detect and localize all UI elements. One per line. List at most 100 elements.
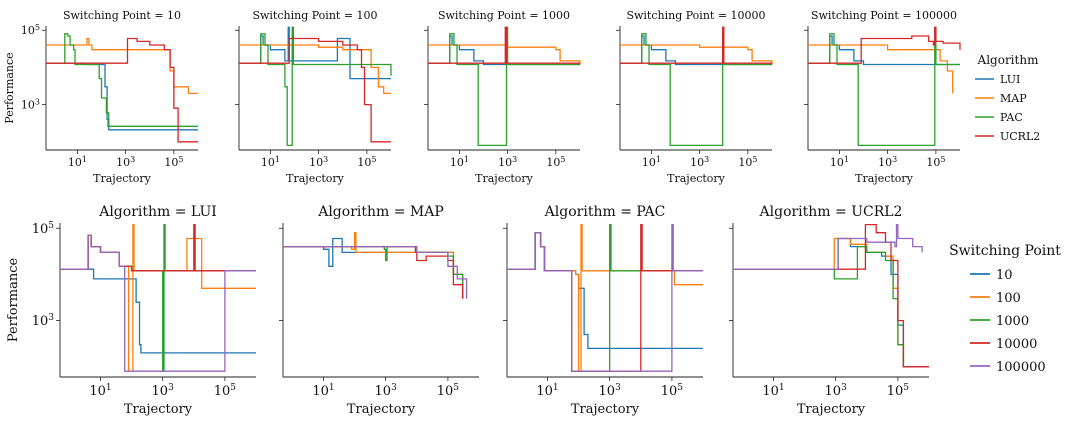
x-axis-label: Trajectory <box>855 172 914 185</box>
tick-label: 101 <box>830 155 849 170</box>
legend-item: 10 <box>970 268 1013 283</box>
tick-label: 103 <box>152 383 175 399</box>
panel-title: Algorithm = UCRL2 <box>759 204 903 220</box>
x-axis-label: Trajectory <box>93 172 152 185</box>
legend-algorithm-title: Algorithm <box>977 53 1040 67</box>
legend-label: 100000 <box>996 360 1046 375</box>
legend-item: 1000 <box>970 314 1029 329</box>
series-line <box>283 232 464 299</box>
series-line <box>60 223 256 372</box>
legend-switching-point-title: Switching Point <box>949 243 1061 259</box>
chart-panel: Algorithm = LUI 101 103 105 103 105 Trajectory… <box>6 204 256 417</box>
panel-title: Switching Point = 1000 <box>438 9 570 22</box>
tick-label: 105 <box>926 155 945 170</box>
tick-label: 103 <box>878 155 897 170</box>
panel-title: Switching Point = 10000 <box>626 9 765 22</box>
series-line <box>60 223 256 372</box>
tick-label: 103 <box>32 313 55 329</box>
tick-label: 103 <box>599 383 622 399</box>
series-line <box>239 26 392 147</box>
series-line <box>733 237 905 367</box>
series-line <box>60 268 256 354</box>
x-axis-label: Trajectory <box>667 172 726 185</box>
series-line <box>733 223 923 270</box>
panel-title: Algorithm = MAP <box>317 204 444 220</box>
series-line <box>283 237 464 299</box>
chart-panel: Switching Point = 10 101 103 105 103 105 Traje… <box>3 9 198 185</box>
panel-title: Algorithm = PAC <box>544 204 666 220</box>
x-axis-label: Trajectory <box>475 172 534 185</box>
x-axis-label: Trajectory <box>124 402 193 417</box>
legend-item: PAC <box>975 111 1023 124</box>
tick-label: 105 <box>546 155 565 170</box>
tick-label: 105 <box>887 383 910 399</box>
series-line <box>46 37 198 143</box>
legend-label: 10 <box>996 268 1013 283</box>
panel-title: Switching Point = 10 <box>63 9 181 22</box>
tick-label: 101 <box>536 383 558 399</box>
series-line <box>46 33 198 127</box>
legend-item: LUI <box>975 73 1020 86</box>
legend-label: UCRL2 <box>1000 130 1040 143</box>
legend-switching-point: Switching Point 10 100 1000 10000 100000 <box>949 243 1061 375</box>
chart-panel: Switching Point = 1000 101 103 105 Trajector… <box>424 9 581 185</box>
x-axis-label: Trajectory <box>797 402 866 417</box>
series-line <box>239 26 391 80</box>
series-line <box>428 44 581 65</box>
x-axis-label: Trajectory <box>571 402 640 417</box>
panel-title: Switching Point = 100000 <box>811 9 957 22</box>
legend-item: 10000 <box>970 337 1037 352</box>
legend-item: 100000 <box>970 360 1046 375</box>
panel-title: Switching Point = 100 <box>252 9 377 22</box>
chart-panel: Switching Point = 100000 101 103 105 Traject… <box>804 9 961 185</box>
tick-label: 101 <box>312 383 334 399</box>
series-line <box>428 26 580 64</box>
series-line <box>733 245 905 367</box>
series-line <box>283 245 468 299</box>
y-axis-label: Performance <box>3 52 16 123</box>
tick-label: 103 <box>375 383 398 399</box>
series-line <box>620 26 772 64</box>
series-line <box>283 245 464 299</box>
tick-label: 101 <box>642 155 661 170</box>
tick-label: 103 <box>21 97 40 112</box>
legend-item: UCRL2 <box>975 130 1040 143</box>
tick-label: 103 <box>116 155 135 170</box>
tick-label: 105 <box>661 383 684 399</box>
tick-label: 101 <box>68 155 87 170</box>
panel-title: Algorithm = LUI <box>98 204 217 220</box>
series-line <box>239 44 391 95</box>
chart-panel: Algorithm = UCRL2 101 103 105 Trajectory <box>729 204 929 417</box>
tick-label: 105 <box>437 383 460 399</box>
chart-panel: Switching Point = 100 101 103 105 Trajectory <box>235 9 392 185</box>
y-axis-label: Performance <box>6 258 21 343</box>
tick-label: 105 <box>21 23 40 38</box>
chart-panel: Algorithm = MAP 101 103 105 Trajectory <box>279 204 479 417</box>
series-line <box>733 237 929 368</box>
tick-label: 105 <box>357 155 376 170</box>
x-axis-label: Trajectory <box>347 402 416 417</box>
x-axis-label: Trajectory <box>286 172 345 185</box>
tick-label: 105 <box>164 155 183 170</box>
tick-label: 103 <box>498 155 517 170</box>
series-line <box>733 223 929 368</box>
series-line <box>808 26 961 64</box>
tick-label: 103 <box>309 155 328 170</box>
series-line <box>60 234 256 372</box>
series-line <box>507 223 703 372</box>
tick-label: 103 <box>825 383 848 399</box>
series-line <box>46 37 198 95</box>
legend-label: PAC <box>1000 111 1023 124</box>
legend-item: 100 <box>970 291 1021 306</box>
series-line <box>808 44 954 94</box>
chart-panel: Algorithm = PAC 101 103 105 Trajectory <box>503 204 703 417</box>
tick-label: 103 <box>690 155 709 170</box>
legend-item: MAP <box>975 92 1027 105</box>
legend-algorithm: Algorithm LUI MAP PAC UCRL2 <box>975 53 1040 143</box>
legend-label: MAP <box>1000 92 1027 105</box>
series-line <box>283 245 464 299</box>
series-line <box>620 44 773 65</box>
legend-label: 100 <box>996 291 1021 306</box>
legend-label: 10000 <box>996 337 1037 352</box>
